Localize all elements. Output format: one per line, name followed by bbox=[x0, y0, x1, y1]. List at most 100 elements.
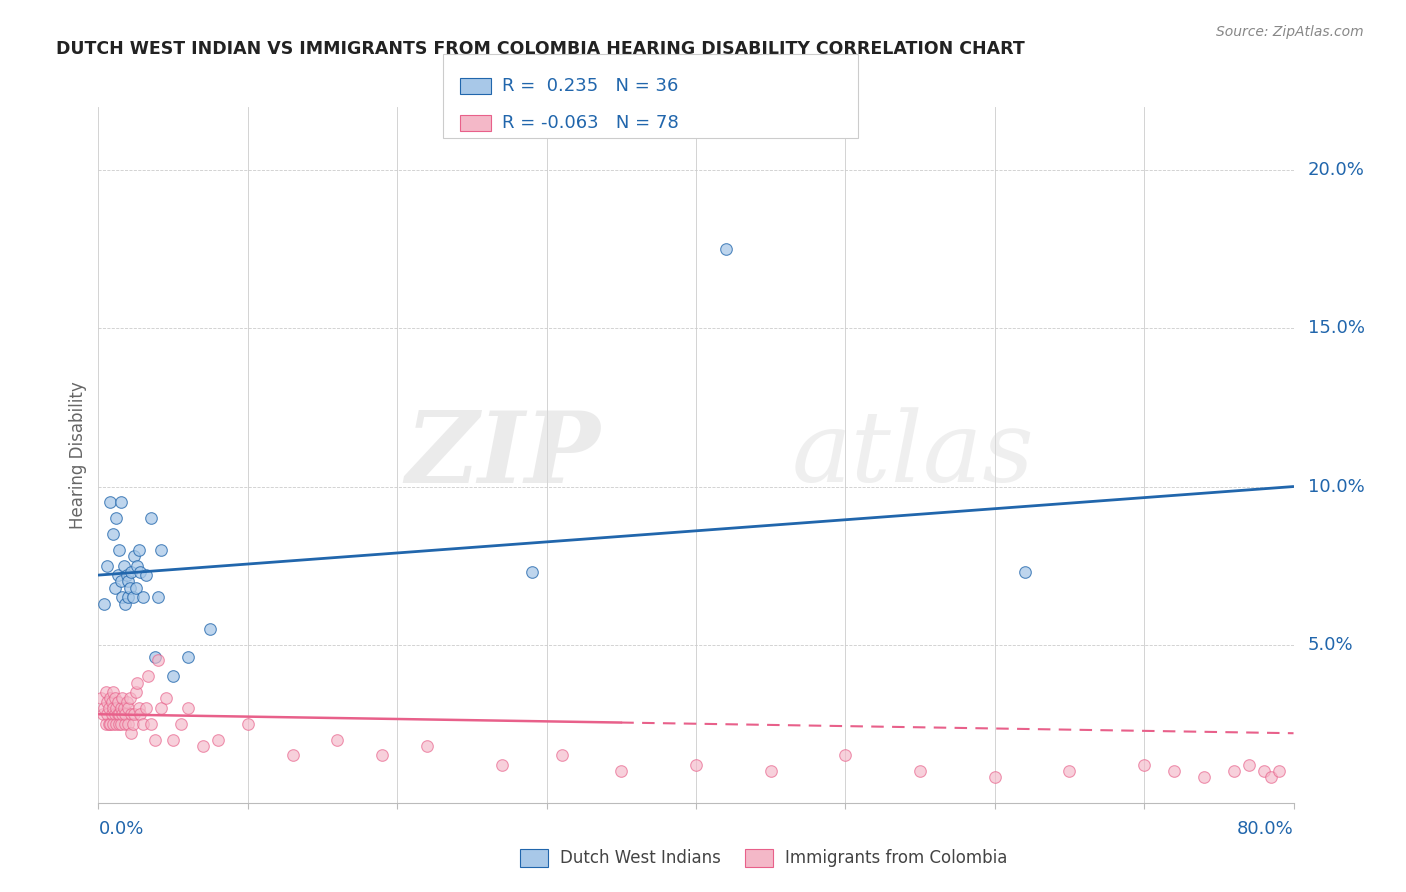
Point bbox=[103, 527, 125, 541]
Point bbox=[132, 716, 155, 731]
Point bbox=[101, 707, 124, 722]
Y-axis label: Hearing Disability: Hearing Disability bbox=[69, 381, 87, 529]
Point bbox=[108, 707, 131, 722]
Point bbox=[103, 701, 125, 715]
Point bbox=[685, 757, 707, 772]
Point bbox=[121, 591, 143, 605]
Point bbox=[148, 591, 170, 605]
Point bbox=[177, 650, 200, 665]
Point bbox=[93, 597, 115, 611]
Point bbox=[90, 691, 112, 706]
Point bbox=[1133, 757, 1156, 772]
Point bbox=[108, 542, 131, 557]
Text: 15.0%: 15.0% bbox=[1308, 319, 1365, 337]
Point bbox=[281, 748, 304, 763]
Point bbox=[135, 701, 157, 715]
Point bbox=[759, 764, 782, 779]
Point bbox=[111, 691, 134, 706]
Text: 0.0%: 0.0% bbox=[98, 820, 143, 838]
Point bbox=[108, 716, 131, 731]
Point bbox=[136, 669, 159, 683]
Point bbox=[169, 716, 191, 731]
Point bbox=[148, 653, 170, 667]
Point bbox=[98, 716, 122, 731]
Point bbox=[191, 739, 214, 753]
Point bbox=[121, 716, 143, 731]
Point bbox=[111, 591, 134, 605]
Point bbox=[93, 701, 115, 715]
Point bbox=[207, 732, 229, 747]
Point bbox=[114, 716, 136, 731]
Point bbox=[135, 568, 157, 582]
Text: Source: ZipAtlas.com: Source: ZipAtlas.com bbox=[1216, 25, 1364, 39]
Text: 5.0%: 5.0% bbox=[1308, 636, 1353, 654]
Point bbox=[1059, 764, 1081, 779]
Point bbox=[983, 771, 1005, 785]
Point bbox=[177, 701, 200, 715]
Point bbox=[97, 701, 120, 715]
Point bbox=[416, 739, 439, 753]
Point bbox=[115, 695, 138, 709]
Point bbox=[105, 716, 128, 731]
Point bbox=[101, 695, 124, 709]
Text: R = -0.063   N = 78: R = -0.063 N = 78 bbox=[502, 114, 679, 132]
Point bbox=[162, 669, 184, 683]
Point bbox=[117, 574, 139, 589]
Point bbox=[1192, 771, 1215, 785]
Point bbox=[129, 707, 152, 722]
Point bbox=[1014, 565, 1036, 579]
Point bbox=[155, 691, 177, 706]
Point bbox=[1223, 764, 1246, 779]
Text: R =  0.235   N = 36: R = 0.235 N = 36 bbox=[502, 77, 678, 95]
Text: DUTCH WEST INDIAN VS IMMIGRANTS FROM COLOMBIA HEARING DISABILITY CORRELATION CHA: DUTCH WEST INDIAN VS IMMIGRANTS FROM COL… bbox=[56, 40, 1025, 58]
Point bbox=[94, 716, 117, 731]
Point bbox=[98, 495, 122, 509]
Point bbox=[94, 685, 117, 699]
Point bbox=[104, 581, 127, 595]
Point bbox=[110, 716, 132, 731]
Point bbox=[236, 716, 259, 731]
Point bbox=[610, 764, 633, 779]
Point bbox=[107, 707, 129, 722]
Point bbox=[118, 691, 141, 706]
Point bbox=[98, 691, 122, 706]
Point bbox=[1237, 757, 1260, 772]
Point bbox=[371, 748, 394, 763]
Point bbox=[520, 565, 543, 579]
Point bbox=[96, 695, 118, 709]
Point bbox=[114, 597, 136, 611]
Point bbox=[112, 701, 135, 715]
Point bbox=[110, 574, 132, 589]
Point bbox=[1163, 764, 1185, 779]
Text: atlas: atlas bbox=[792, 408, 1035, 502]
Text: Immigrants from Colombia: Immigrants from Colombia bbox=[785, 849, 1007, 867]
Point bbox=[114, 707, 136, 722]
Point bbox=[117, 716, 139, 731]
Point bbox=[714, 243, 737, 257]
Point bbox=[104, 707, 127, 722]
Point bbox=[127, 558, 149, 573]
Point bbox=[127, 675, 149, 690]
Point bbox=[125, 685, 148, 699]
Point bbox=[115, 568, 138, 582]
Point bbox=[105, 701, 128, 715]
Point bbox=[1253, 764, 1275, 779]
Point bbox=[139, 716, 162, 731]
Point bbox=[326, 732, 349, 747]
Point bbox=[143, 732, 166, 747]
Point bbox=[908, 764, 931, 779]
Point bbox=[117, 591, 139, 605]
Point bbox=[124, 549, 146, 563]
Point bbox=[834, 748, 856, 763]
Point bbox=[96, 707, 118, 722]
Point bbox=[550, 748, 572, 763]
Point bbox=[143, 650, 166, 665]
Point bbox=[117, 701, 139, 715]
Point bbox=[129, 565, 152, 579]
Point bbox=[128, 542, 150, 557]
Point bbox=[110, 495, 132, 509]
Point bbox=[128, 701, 150, 715]
Point bbox=[162, 732, 184, 747]
Text: Dutch West Indians: Dutch West Indians bbox=[560, 849, 720, 867]
Point bbox=[491, 757, 513, 772]
